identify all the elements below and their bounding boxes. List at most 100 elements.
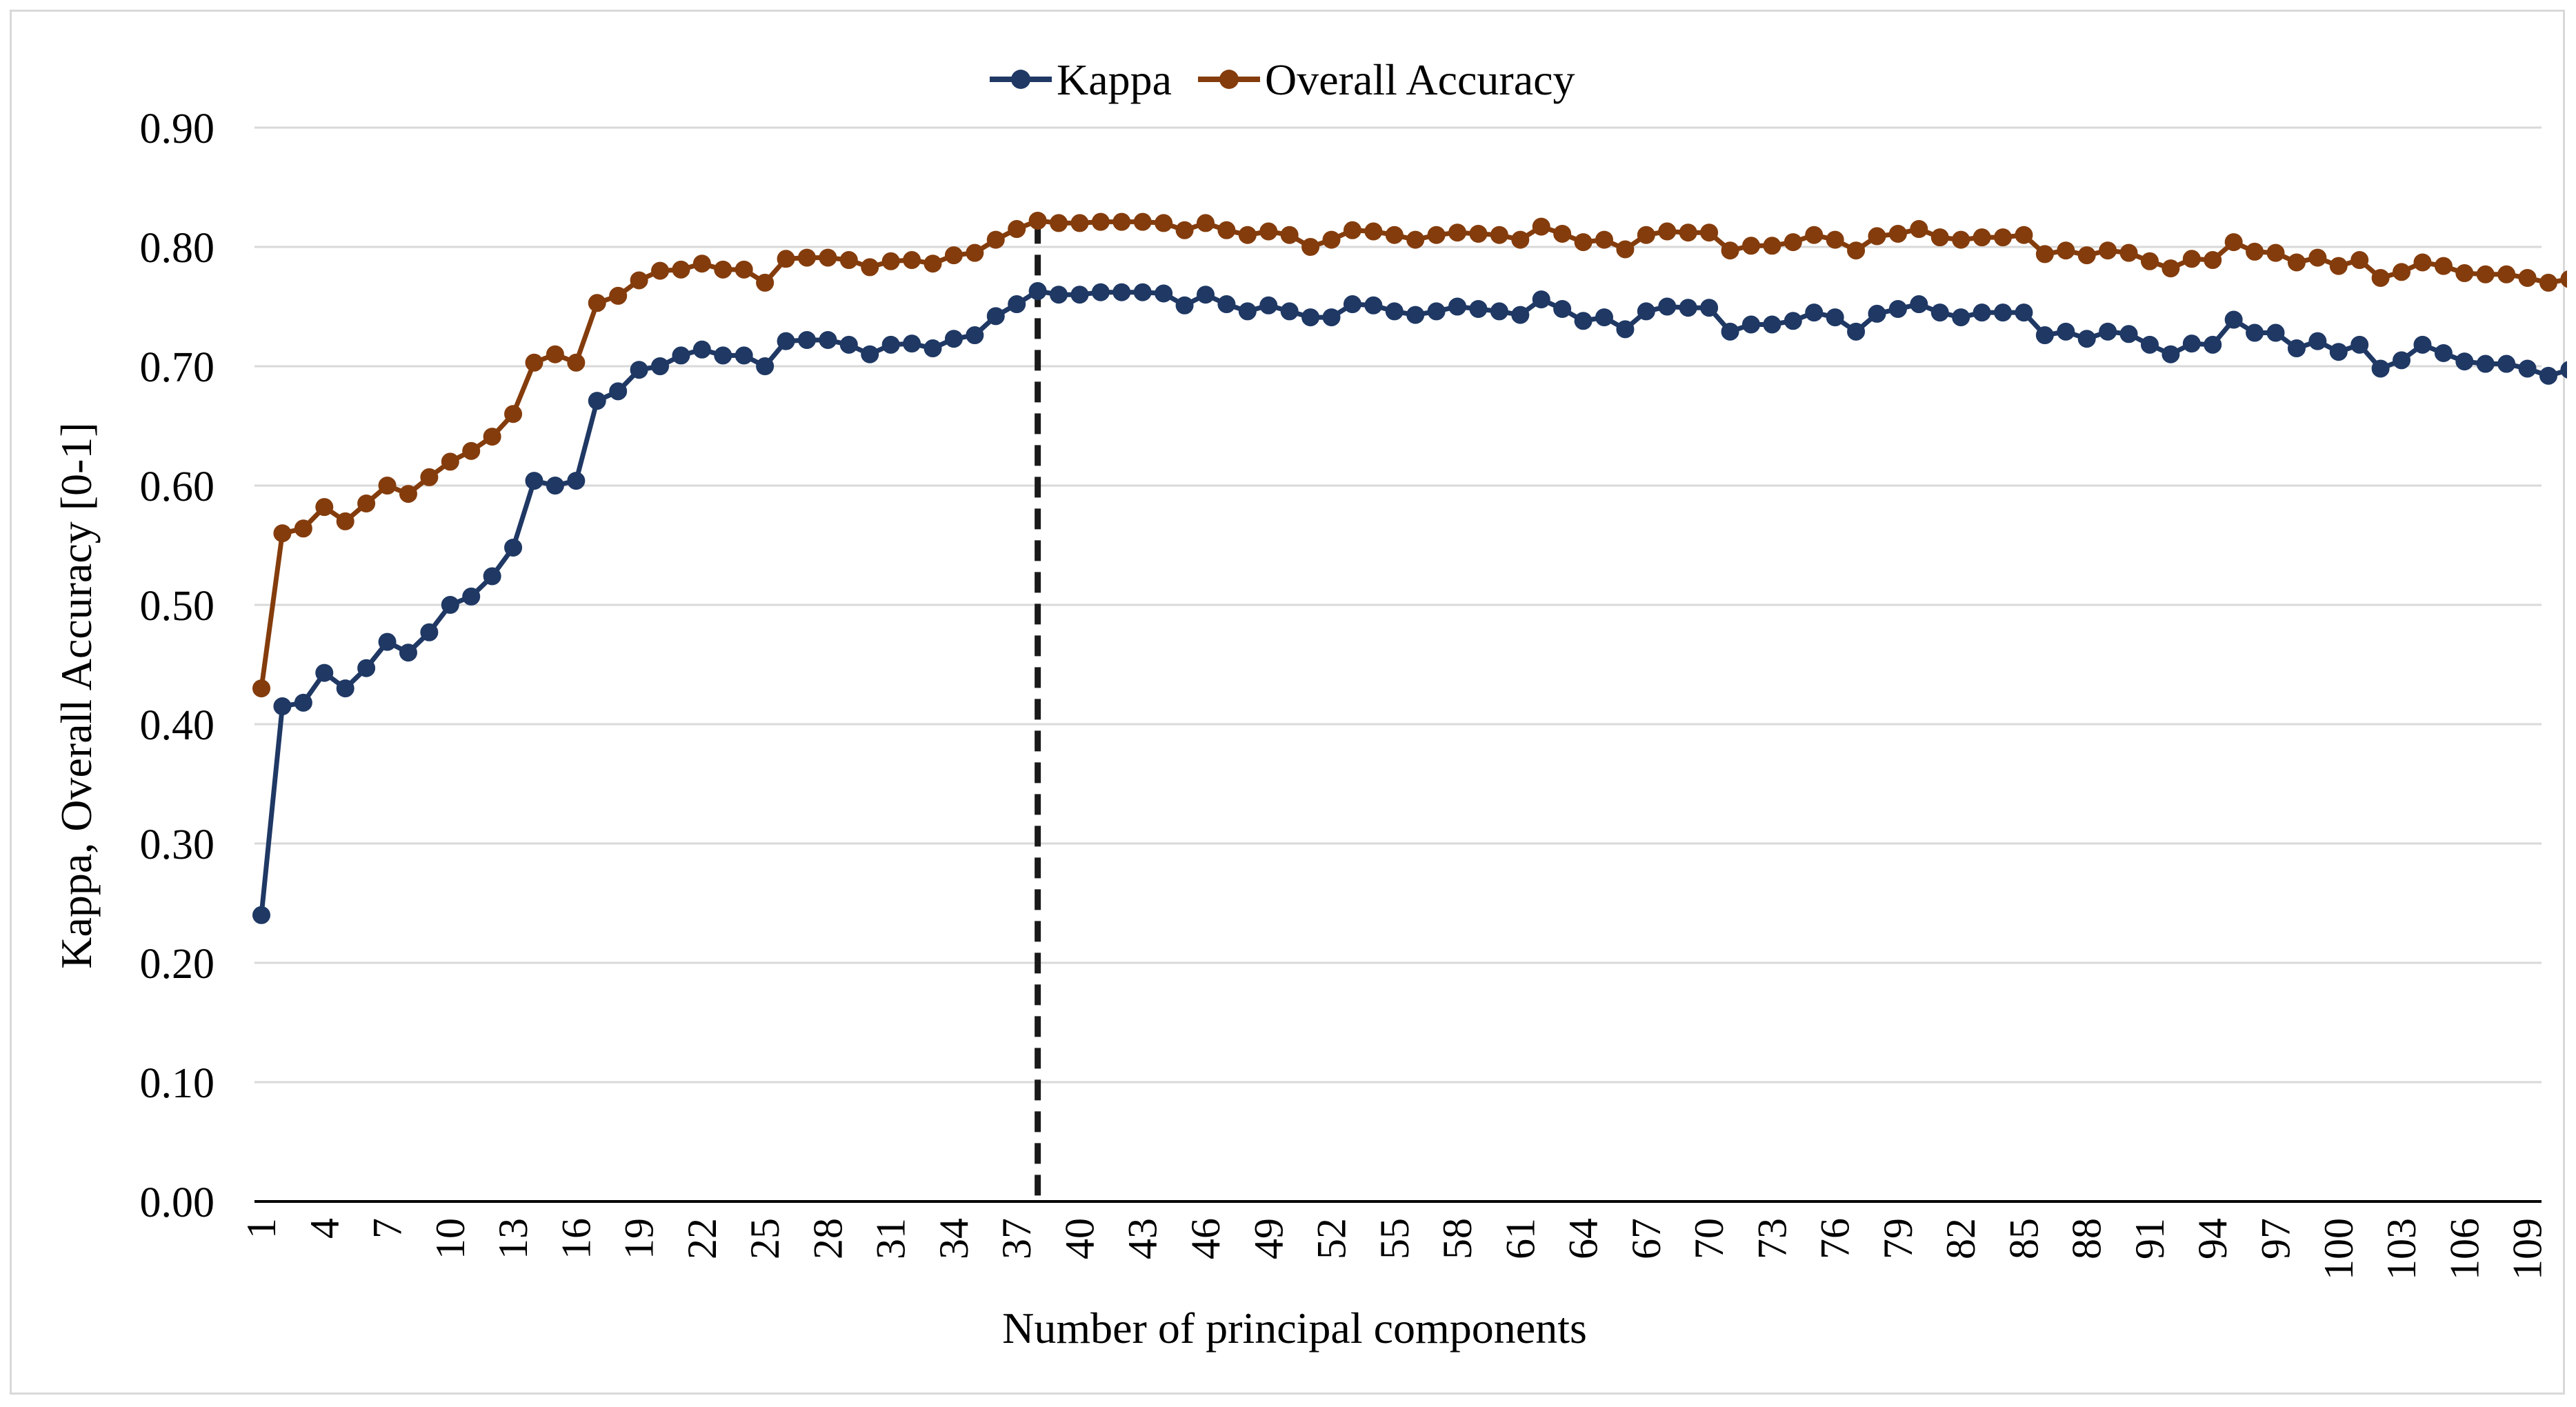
x-tick-label: 67	[1624, 1218, 1669, 1259]
overall-accuracy-point	[2035, 245, 2054, 263]
overall-accuracy-point	[1322, 230, 1341, 249]
overall-accuracy-point	[1868, 227, 1886, 246]
kappa-point	[252, 906, 270, 924]
kappa-point	[1658, 297, 1677, 316]
overall-accuracy-point	[1259, 222, 1278, 241]
kappa-point	[525, 472, 543, 490]
overall-accuracy-point	[714, 260, 732, 279]
overall-accuracy-point	[2204, 251, 2222, 270]
overall-accuracy-point	[294, 519, 312, 538]
overall-accuracy-point	[1385, 226, 1404, 244]
overall-accuracy-point	[986, 230, 1005, 249]
overall-accuracy-point	[2182, 250, 2201, 268]
x-tick-label: 61	[1497, 1218, 1543, 1259]
x-axis-title: Number of principal components	[1002, 1304, 1587, 1353]
kappa-point	[1155, 284, 1173, 303]
x-tick-label: 49	[1246, 1218, 1291, 1259]
kappa-point	[2140, 335, 2159, 354]
x-tick-label: 76	[1813, 1218, 1858, 1259]
kappa-point	[336, 679, 355, 698]
overall-accuracy-point	[588, 294, 606, 312]
kappa-point	[1070, 286, 1089, 304]
kappa-point	[944, 330, 963, 348]
kappa-point	[2476, 355, 2495, 373]
kappa-point	[1196, 286, 1215, 304]
kappa-point	[1406, 306, 1425, 324]
overall-accuracy-point	[1217, 221, 1236, 239]
kappa-point	[1616, 320, 1635, 339]
kappa-point	[2119, 325, 2138, 343]
kappa-point	[378, 632, 397, 651]
kappa-point	[1448, 297, 1467, 316]
kappa-point	[1469, 299, 1488, 318]
overall-accuracy-point	[2057, 241, 2075, 260]
overall-accuracy-point	[2077, 246, 2096, 265]
y-tick-label: 0.30	[140, 821, 215, 868]
overall-accuracy-point	[2518, 268, 2537, 287]
overall-accuracy-point	[336, 512, 355, 530]
x-tick-label: 82	[1938, 1218, 1984, 1259]
overall-accuracy-point	[819, 248, 837, 267]
kappa-point	[1973, 303, 1991, 322]
kappa-point	[2539, 366, 2557, 385]
overall-accuracy-point	[273, 524, 292, 543]
overall-accuracy-point	[881, 252, 900, 270]
kappa-point	[1700, 299, 1719, 317]
overall-accuracy-point	[504, 405, 523, 423]
x-tick-label: 94	[2190, 1218, 2235, 1259]
y-tick-label: 0.40	[140, 702, 215, 749]
overall-accuracy-point	[966, 243, 984, 262]
legend-kappa-label: Kappa	[1057, 55, 1172, 104]
kappa-point	[2518, 359, 2537, 378]
overall-accuracy-point	[923, 255, 942, 273]
overall-accuracy-point	[1112, 212, 1131, 231]
overall-accuracy-point	[2455, 264, 2474, 283]
chart-frame: 0.00 0.10 0.20 0.30 0.40 0.50 0.60 0.70 0.80 0.90…	[10, 10, 2567, 1395]
kappa-point	[1637, 302, 1655, 321]
overall-accuracy-point	[1091, 212, 1110, 231]
kappa-point	[1847, 322, 1866, 341]
overall-accuracy-point	[1826, 230, 1844, 249]
x-tick-label: 43	[1120, 1218, 1166, 1259]
overall-accuracy-point	[1469, 224, 1488, 243]
gridlines	[254, 126, 2542, 1084]
kappa-point	[2287, 339, 2306, 358]
kappa-point	[1133, 283, 1152, 301]
x-tick-label: 55	[1372, 1218, 1417, 1259]
overall-accuracy-point	[357, 494, 376, 512]
kappa-point	[2434, 343, 2453, 362]
overall-accuracy-point	[797, 248, 816, 267]
kappa-point	[1217, 295, 1236, 314]
kappa-point	[504, 538, 523, 557]
kappa-point	[881, 335, 900, 354]
y-tick-label: 0.80	[140, 225, 215, 272]
overall-accuracy-point	[2476, 265, 2495, 283]
kappa-point	[1322, 308, 1341, 327]
overall-accuracy-point	[1952, 230, 1970, 249]
kappa-point	[1259, 296, 1278, 315]
series-group	[252, 211, 2567, 924]
overall-accuracy-point	[692, 255, 711, 273]
kappa-point	[1175, 296, 1194, 315]
legend-overall-accuracy-marker	[1219, 70, 1239, 89]
kappa-point	[1091, 283, 1110, 301]
overall-accuracy-point	[1847, 241, 1866, 260]
y-axis-title: Kappa, Overall Accuracy [0-1]	[52, 422, 101, 969]
x-tick-label: 31	[868, 1218, 914, 1259]
kappa-point	[1532, 290, 1550, 309]
overall-accuracy-point	[441, 452, 459, 471]
kappa-point	[777, 332, 795, 350]
kappa-point	[1008, 295, 1026, 314]
overall-accuracy-point	[1070, 214, 1089, 232]
overall-accuracy-point	[2497, 265, 2516, 283]
overall-accuracy-point	[1784, 233, 1802, 252]
overall-accuracy-point	[2161, 259, 2180, 278]
kappa-point	[1994, 303, 2013, 322]
overall-accuracy-point	[1616, 240, 1635, 259]
kappa-point	[2497, 355, 2516, 373]
x-tick-label: 88	[2064, 1218, 2110, 1259]
kappa-point	[1868, 304, 1886, 323]
kappa-point	[1826, 308, 1844, 327]
kappa-point	[588, 392, 606, 410]
overall-accuracy-point	[2266, 243, 2285, 262]
